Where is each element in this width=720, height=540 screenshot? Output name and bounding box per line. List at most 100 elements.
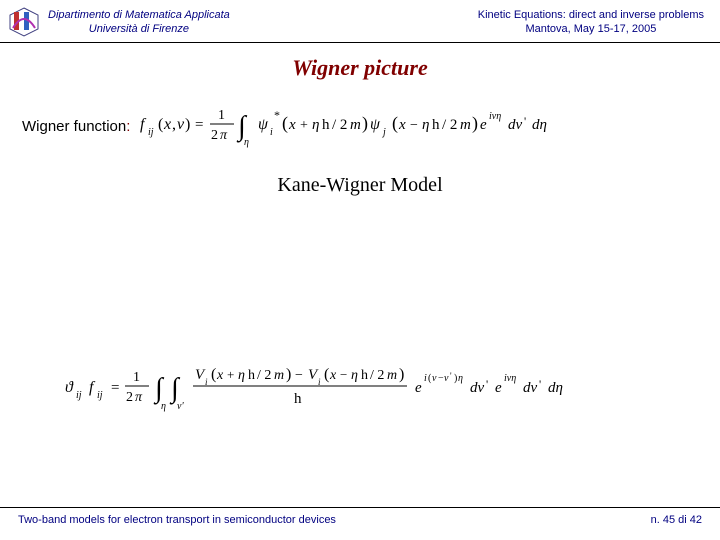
- svg-text:): ): [399, 366, 404, 383]
- equation-1: f ij ( x , v ) = 1 2 π ∫ η ψ i *: [140, 99, 610, 154]
- svg-text:η: η: [238, 368, 245, 383]
- svg-text:': ': [486, 377, 488, 391]
- svg-text:h: h: [432, 117, 440, 133]
- svg-text:1: 1: [218, 108, 225, 123]
- svg-text:): ): [472, 113, 478, 134]
- svg-text:j: j: [381, 127, 386, 138]
- svg-text:h: h: [361, 368, 368, 383]
- equation-2: ϑ ij f ij = 1 2 π ∫ η ∫ v' V i ( x: [65, 357, 655, 422]
- svg-text:v: v: [177, 116, 185, 133]
- svg-text:(: (: [211, 366, 216, 383]
- svg-text:v: v: [432, 373, 437, 384]
- svg-text:+: +: [227, 367, 234, 382]
- svg-text:e: e: [480, 117, 487, 133]
- svg-text:π: π: [220, 128, 228, 143]
- svg-text:2: 2: [211, 128, 218, 143]
- svg-text:dη: dη: [532, 117, 547, 133]
- svg-text:e: e: [495, 380, 502, 396]
- svg-text:η: η: [312, 117, 319, 133]
- svg-text:(: (: [282, 113, 288, 134]
- svg-text:η: η: [161, 401, 166, 412]
- svg-text:ij: ij: [148, 127, 154, 138]
- wigner-colon: :: [126, 118, 130, 135]
- svg-text:f: f: [89, 379, 96, 396]
- svg-text:η: η: [244, 137, 249, 148]
- svg-text:,: ,: [172, 116, 176, 133]
- svg-text:dη: dη: [548, 380, 563, 396]
- svg-text:ψ: ψ: [370, 116, 381, 133]
- page-number: n. 45 di 42: [651, 514, 702, 526]
- svg-text:): ): [454, 373, 457, 384]
- svg-text:v: v: [444, 373, 449, 384]
- wigner-label: Wigner function:: [22, 118, 130, 135]
- kane-wigner-title: Kane-Wigner Model: [22, 174, 698, 197]
- svg-text:ij: ij: [97, 390, 103, 401]
- svg-text:ivη: ivη: [504, 373, 516, 384]
- svg-text:ij: ij: [76, 390, 82, 401]
- svg-text:1: 1: [133, 370, 140, 385]
- svg-text:x: x: [163, 116, 171, 133]
- svg-text:=: =: [195, 117, 203, 133]
- svg-text:i: i: [270, 127, 273, 138]
- content-area: Wigner function: f ij ( x , v ) = 1 2 π …: [0, 81, 720, 422]
- svg-text:(: (: [158, 116, 163, 133]
- header-bar: Dipartimento di Matematica Applicata Uni…: [0, 0, 720, 43]
- footer-bar: Two-band models for electron transport i…: [0, 507, 720, 526]
- svg-text:η: η: [458, 373, 463, 384]
- svg-text:ivη: ivη: [489, 111, 501, 122]
- svg-text:/ 2: / 2: [370, 368, 384, 383]
- dept-line1: Dipartimento di Matematica Applicata: [48, 8, 230, 22]
- svg-text:x: x: [216, 368, 224, 383]
- svg-text:): ): [362, 113, 368, 134]
- svg-text:2: 2: [126, 390, 133, 405]
- svg-text:−: −: [410, 118, 418, 133]
- conference-block: Kinetic Equations: direct and inverse pr…: [478, 8, 704, 37]
- svg-text:/ 2: / 2: [332, 117, 347, 133]
- svg-text:π: π: [135, 390, 143, 405]
- svg-text:): ): [286, 366, 291, 383]
- svg-text:): ): [185, 116, 190, 133]
- svg-text:ψ: ψ: [258, 116, 269, 133]
- svg-text:η: η: [422, 117, 429, 133]
- wigner-function-row: Wigner function: f ij ( x , v ) = 1 2 π …: [22, 99, 698, 154]
- header-left: Dipartimento di Matematica Applicata Uni…: [8, 6, 230, 38]
- svg-text:−: −: [340, 367, 347, 382]
- svg-text:*: *: [274, 108, 280, 122]
- conf-line1: Kinetic Equations: direct and inverse pr…: [478, 8, 704, 22]
- svg-text:m: m: [350, 117, 361, 133]
- svg-text:': ': [539, 377, 541, 391]
- svg-text:=: =: [111, 380, 119, 396]
- svg-text:m: m: [274, 368, 284, 383]
- svg-text:−: −: [295, 368, 303, 383]
- equation-2-wrap: ϑ ij f ij = 1 2 π ∫ η ∫ v' V i ( x: [22, 357, 698, 422]
- svg-text:v': v': [177, 401, 184, 412]
- svg-text:m: m: [460, 117, 471, 133]
- svg-text:dv: dv: [523, 380, 538, 396]
- svg-text:h: h: [322, 117, 330, 133]
- svg-text:(: (: [324, 366, 329, 383]
- svg-text:dv: dv: [508, 117, 523, 133]
- svg-text:': ': [524, 114, 526, 128]
- svg-text:e: e: [415, 380, 422, 396]
- conf-line2: Mantova, May 15-17, 2005: [478, 22, 704, 36]
- svg-text:m: m: [387, 368, 397, 383]
- department-block: Dipartimento di Matematica Applicata Uni…: [48, 8, 230, 37]
- svg-text:x: x: [398, 117, 406, 133]
- footer-left: Two-band models for electron transport i…: [18, 514, 336, 526]
- svg-text:ϑ: ϑ: [65, 379, 74, 396]
- university-logo: [8, 6, 40, 38]
- svg-text:(: (: [392, 113, 398, 134]
- svg-text:x: x: [288, 117, 296, 133]
- svg-text:η: η: [351, 368, 358, 383]
- svg-text:+: +: [300, 118, 308, 133]
- wigner-label-text: Wigner function: [22, 118, 126, 135]
- svg-text:/ 2: / 2: [257, 368, 271, 383]
- svg-text:': ': [450, 371, 452, 381]
- svg-text:i: i: [424, 373, 427, 384]
- svg-text:f: f: [140, 116, 147, 133]
- svg-text:h: h: [248, 368, 255, 383]
- dept-line2: Università di Firenze: [48, 22, 230, 36]
- svg-text:dv: dv: [470, 380, 485, 396]
- svg-text:/ 2: / 2: [442, 117, 457, 133]
- svg-text:x: x: [329, 368, 337, 383]
